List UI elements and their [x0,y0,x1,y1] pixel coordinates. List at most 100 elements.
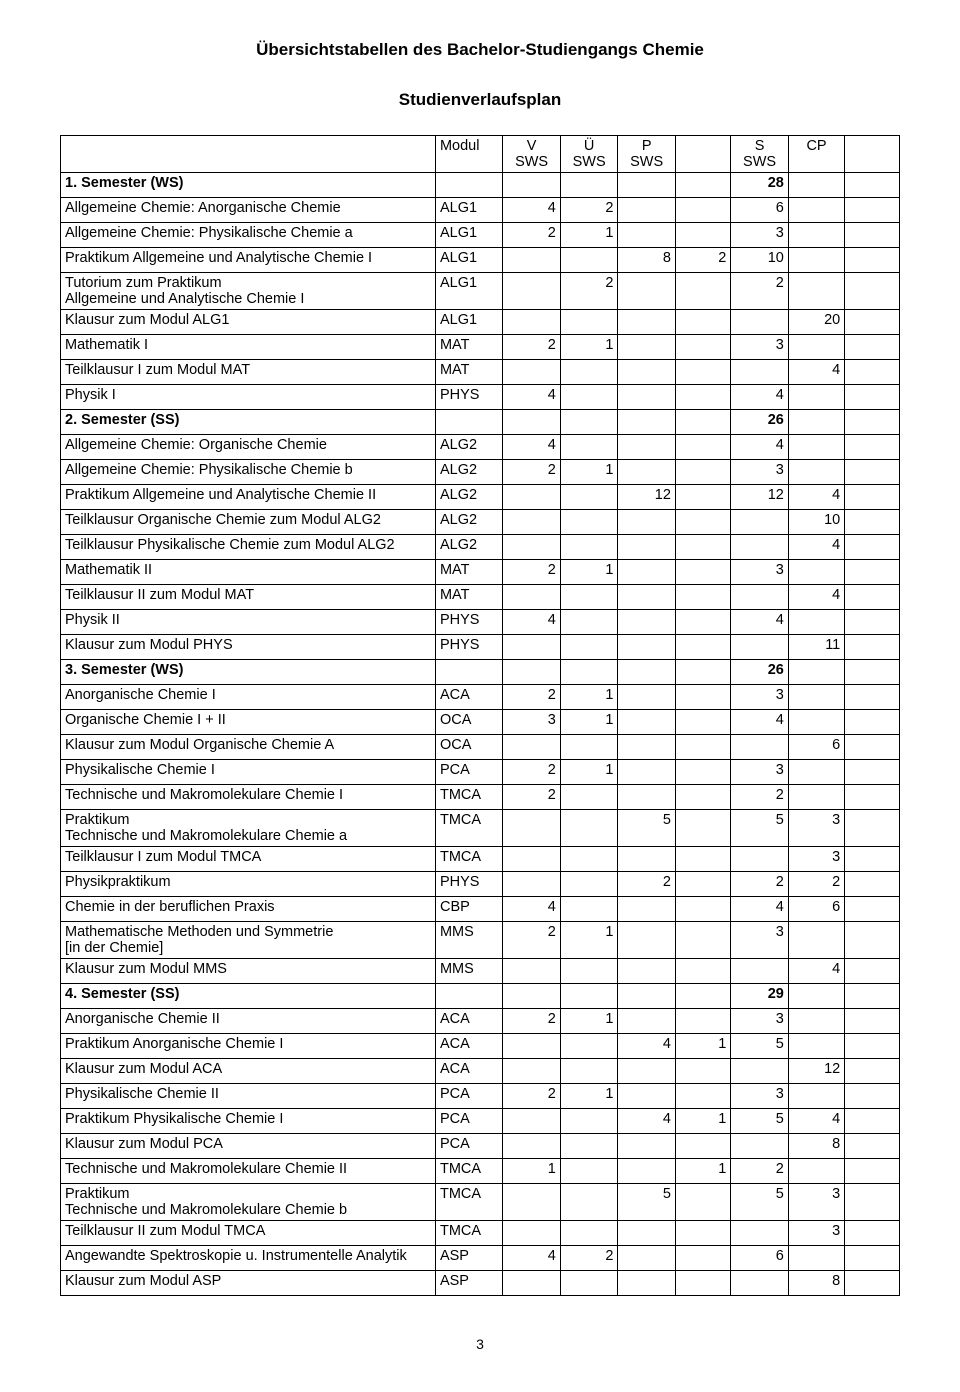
row-name: Physik I [61,385,436,410]
cell-x [675,310,730,335]
cell-y [845,535,900,560]
table-row: PraktikumTechnische und Makromolekulare … [61,1184,900,1221]
cell-p [618,610,676,635]
cell-v [503,872,561,897]
cell-s: 2 [731,872,789,897]
cell-x [675,460,730,485]
cell-s [731,959,789,984]
cell-mod [435,984,502,1009]
cell-y [845,585,900,610]
curriculum-table: Modul VSWS ÜSWS PSWS SSWS CP 1. Semester… [60,135,900,1296]
cell-x [675,435,730,460]
cell-x [675,335,730,360]
cell-y [845,1034,900,1059]
row-name: Anorganische Chemie II [61,1009,436,1034]
cell-cp: 4 [788,360,844,385]
cell-u [560,635,618,660]
hdr-u: ÜSWS [560,136,618,173]
table-row: Teilklausur Organische Chemie zum Modul … [61,510,900,535]
cell-cp [788,410,844,435]
table-row: Physik IPHYS44 [61,385,900,410]
cell-v [503,535,561,560]
cell-u [560,1184,618,1221]
cell-v [503,1059,561,1084]
cell-x: 2 [675,248,730,273]
cell-s: 29 [731,984,789,1009]
row-name: Praktikum Allgemeine und Analytische Che… [61,248,436,273]
cell-mod: ASP [435,1271,502,1296]
cell-u [560,173,618,198]
cell-u: 1 [560,335,618,360]
row-name: Physikalische Chemie II [61,1084,436,1109]
cell-cp [788,248,844,273]
table-row: PhysikpraktikumPHYS222 [61,872,900,897]
cell-y [845,460,900,485]
row-name: Praktikum Physikalische Chemie I [61,1109,436,1134]
cell-p [618,460,676,485]
row-name: Teilklausur I zum Modul MAT [61,360,436,385]
cell-x [675,847,730,872]
cell-y [845,273,900,310]
cell-x [675,610,730,635]
table-row: Anorganische Chemie IACA213 [61,685,900,710]
table-row: 2. Semester (SS)26 [61,410,900,435]
row-name: Teilklausur I zum Modul TMCA [61,847,436,872]
cell-p [618,735,676,760]
cell-x [675,984,730,1009]
cell-s [731,735,789,760]
row-name: Teilklausur II zum Modul MAT [61,585,436,610]
cell-u [560,1134,618,1159]
cell-p [618,1246,676,1271]
cell-s [731,1134,789,1159]
cell-y [845,310,900,335]
cell-u [560,810,618,847]
cell-cp: 4 [788,959,844,984]
cell-s: 26 [731,410,789,435]
cell-mod: ACA [435,1034,502,1059]
cell-v [503,984,561,1009]
cell-x [675,897,730,922]
cell-u [560,435,618,460]
cell-s [731,585,789,610]
cell-p: 2 [618,872,676,897]
cell-p [618,1134,676,1159]
cell-mod: OCA [435,710,502,735]
hdr-v: VSWS [503,136,561,173]
cell-mod: CBP [435,897,502,922]
cell-x: 1 [675,1109,730,1134]
row-name: Allgemeine Chemie: Anorganische Chemie [61,198,436,223]
table-row: Klausur zum Modul MMSMMS4 [61,959,900,984]
table-row: Teilklausur I zum Modul MATMAT4 [61,360,900,385]
cell-v [503,1184,561,1221]
cell-mod [435,173,502,198]
cell-y [845,510,900,535]
table-row: Praktikum Allgemeine und Analytische Che… [61,485,900,510]
cell-v [503,273,561,310]
cell-p [618,385,676,410]
cell-u: 1 [560,1009,618,1034]
hdr-s: SSWS [731,136,789,173]
cell-s [731,1221,789,1246]
header-row-1: Modul VSWS ÜSWS PSWS SSWS CP [61,136,900,173]
cell-s: 5 [731,1034,789,1059]
cell-s: 3 [731,685,789,710]
row-name: Anorganische Chemie I [61,685,436,710]
cell-v [503,310,561,335]
cell-u [560,785,618,810]
cell-s: 5 [731,810,789,847]
cell-u: 1 [560,460,618,485]
cell-y [845,560,900,585]
row-name: Technische und Makromolekulare Chemie II [61,1159,436,1184]
table-row: Klausur zum Modul PHYSPHYS11 [61,635,900,660]
cell-y [845,1059,900,1084]
cell-cp: 20 [788,310,844,335]
cell-cp [788,660,844,685]
cell-x [675,360,730,385]
cell-y [845,922,900,959]
cell-p: 8 [618,248,676,273]
row-name: Klausur zum Modul PHYS [61,635,436,660]
cell-u: 1 [560,760,618,785]
cell-mod: MMS [435,922,502,959]
cell-u [560,360,618,385]
cell-y [845,959,900,984]
